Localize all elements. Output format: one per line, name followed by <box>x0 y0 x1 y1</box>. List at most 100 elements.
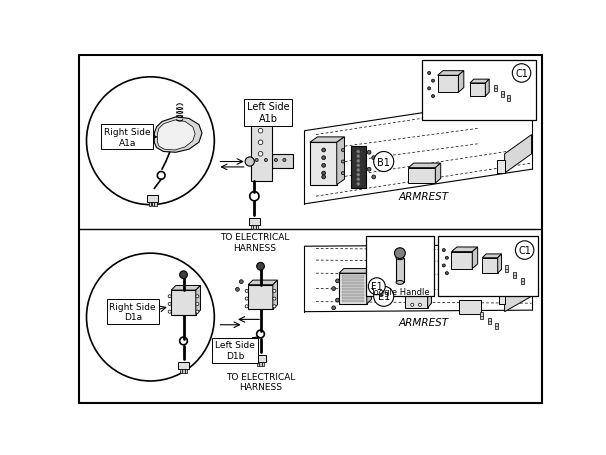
Polygon shape <box>405 293 428 308</box>
Bar <box>499 289 505 304</box>
Polygon shape <box>339 269 371 273</box>
Circle shape <box>357 164 360 167</box>
Polygon shape <box>171 286 201 290</box>
Polygon shape <box>482 258 498 273</box>
Bar <box>256 226 258 230</box>
Bar <box>494 86 497 92</box>
Bar <box>147 195 158 203</box>
Circle shape <box>257 263 264 270</box>
Bar <box>342 298 364 300</box>
Bar <box>342 291 364 293</box>
Bar <box>396 258 404 283</box>
Polygon shape <box>472 248 478 269</box>
Polygon shape <box>505 135 531 174</box>
Polygon shape <box>155 117 202 153</box>
Bar <box>250 155 293 168</box>
Circle shape <box>431 95 435 98</box>
Text: C1: C1 <box>518 246 531 256</box>
Bar <box>480 313 483 319</box>
Circle shape <box>445 272 448 275</box>
Text: ARMREST: ARMREST <box>399 192 449 202</box>
Circle shape <box>179 271 187 279</box>
Bar <box>310 143 337 185</box>
Bar <box>438 237 538 297</box>
Circle shape <box>357 178 360 182</box>
Bar <box>366 237 434 297</box>
Polygon shape <box>337 137 344 185</box>
Circle shape <box>322 172 325 176</box>
Text: ARMREST: ARMREST <box>399 317 449 327</box>
Bar <box>339 273 367 304</box>
Polygon shape <box>408 168 435 184</box>
Circle shape <box>322 176 325 179</box>
Bar <box>259 363 262 367</box>
Bar <box>178 362 189 369</box>
Circle shape <box>357 151 360 154</box>
Circle shape <box>273 290 276 293</box>
Circle shape <box>411 303 414 307</box>
Bar <box>488 318 491 324</box>
Polygon shape <box>273 280 278 310</box>
Polygon shape <box>485 80 489 97</box>
Circle shape <box>264 159 267 162</box>
Circle shape <box>255 159 258 162</box>
Circle shape <box>245 290 248 293</box>
Circle shape <box>512 65 531 83</box>
Circle shape <box>374 287 394 307</box>
Circle shape <box>367 151 371 155</box>
Bar <box>250 120 272 182</box>
Circle shape <box>336 279 339 283</box>
Polygon shape <box>505 266 531 312</box>
Text: Right Side
D1a: Right Side D1a <box>110 302 156 322</box>
Text: Toggle Handle: Toggle Handle <box>370 288 430 297</box>
Text: Left Side
D1b: Left Side D1b <box>215 341 255 360</box>
Ellipse shape <box>396 281 404 285</box>
Circle shape <box>357 160 360 163</box>
Text: Left Side
A1b: Left Side A1b <box>247 102 290 124</box>
Polygon shape <box>158 121 195 151</box>
Circle shape <box>283 159 286 162</box>
Circle shape <box>168 303 171 306</box>
Circle shape <box>275 159 278 162</box>
Bar <box>521 278 524 284</box>
Circle shape <box>428 88 431 91</box>
Bar <box>342 294 364 297</box>
Polygon shape <box>451 252 472 269</box>
Circle shape <box>236 288 239 292</box>
Circle shape <box>245 298 248 300</box>
Circle shape <box>87 253 215 381</box>
Circle shape <box>239 280 243 284</box>
Bar <box>342 282 364 284</box>
Polygon shape <box>405 288 431 293</box>
Circle shape <box>395 248 405 259</box>
Polygon shape <box>408 164 441 168</box>
Bar <box>262 363 264 367</box>
Circle shape <box>336 298 339 303</box>
Bar <box>497 161 505 174</box>
Bar <box>248 285 273 310</box>
Circle shape <box>357 155 360 158</box>
Circle shape <box>445 257 448 260</box>
Circle shape <box>368 278 385 295</box>
Circle shape <box>357 174 360 177</box>
Polygon shape <box>451 248 478 252</box>
Polygon shape <box>470 84 485 97</box>
Circle shape <box>372 176 376 179</box>
Bar <box>250 226 253 230</box>
Polygon shape <box>196 286 201 315</box>
Bar <box>179 369 182 374</box>
Circle shape <box>341 172 344 175</box>
Circle shape <box>87 78 215 205</box>
Circle shape <box>196 295 199 298</box>
Circle shape <box>515 241 534 260</box>
Circle shape <box>322 164 325 168</box>
Bar <box>342 288 364 290</box>
Polygon shape <box>367 269 371 304</box>
Text: TO ELECTRICAL
HARNESS: TO ELECTRICAL HARNESS <box>220 233 289 252</box>
Bar <box>459 300 481 314</box>
Circle shape <box>196 303 199 306</box>
Polygon shape <box>248 280 278 285</box>
Polygon shape <box>438 76 458 93</box>
Circle shape <box>428 72 431 76</box>
Bar <box>507 96 510 102</box>
